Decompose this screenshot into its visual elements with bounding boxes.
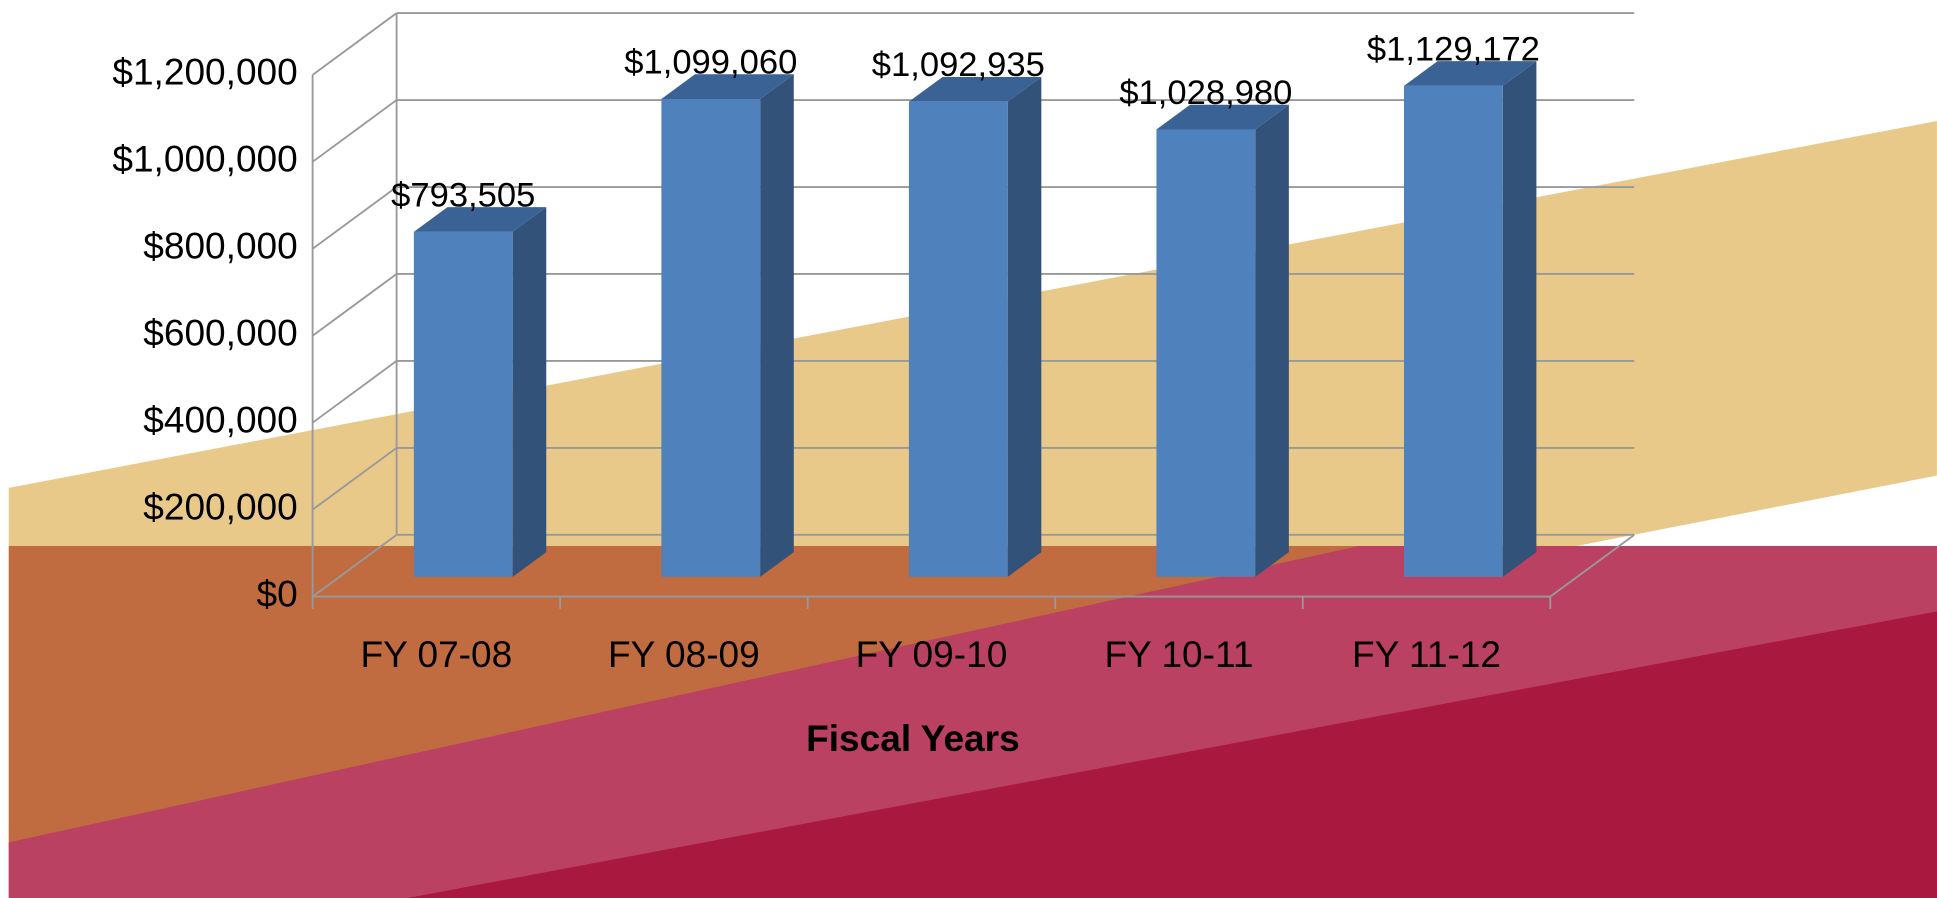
x-tick-label: FY 10-11 xyxy=(1104,633,1253,675)
y-tick-label: $0 xyxy=(257,572,298,614)
y-tick-label: $1,000,000 xyxy=(112,138,297,180)
y-tick-label: $400,000 xyxy=(143,398,298,440)
x-axis-title: Fiscal Years xyxy=(806,717,1020,759)
y-tick-label: $600,000 xyxy=(143,312,298,354)
side-grid-line xyxy=(312,186,398,250)
floor-right-edge xyxy=(1549,534,1635,598)
x-tick-label: FY 11-12 xyxy=(1352,633,1501,675)
bar-side xyxy=(512,207,547,577)
y-tick-label: $200,000 xyxy=(143,485,298,527)
bar xyxy=(1156,129,1256,577)
bar-side xyxy=(1255,104,1289,577)
bar xyxy=(413,231,513,577)
value-label: $1,129,172 xyxy=(1367,30,1540,68)
side-grid-line xyxy=(312,534,398,598)
value-label: $1,099,060 xyxy=(624,44,797,82)
side-grid-line xyxy=(312,12,398,76)
side-grid-line xyxy=(312,99,398,163)
value-label: $1,028,980 xyxy=(1119,74,1292,112)
bar xyxy=(661,98,761,577)
x-tick-label: FY 09-10 xyxy=(856,633,1008,675)
value-label: $1,092,935 xyxy=(872,46,1045,84)
side-grid-line xyxy=(312,447,398,511)
bar-top xyxy=(661,74,794,99)
value-label: $793,505 xyxy=(391,176,535,214)
y-tick-label: $1,200,000 xyxy=(112,51,297,93)
crimson-band xyxy=(407,611,1937,898)
y-tick-label: $800,000 xyxy=(143,225,298,267)
bar-top xyxy=(413,207,547,232)
bar-side xyxy=(1007,76,1042,577)
bar-side xyxy=(1502,61,1537,577)
side-grid-line xyxy=(312,273,398,337)
bar-top xyxy=(908,76,1042,102)
bar-top xyxy=(1156,104,1289,130)
bar-top xyxy=(1403,61,1537,86)
bar xyxy=(908,101,1008,577)
x-tick-label: FY 07-08 xyxy=(361,633,513,675)
bar xyxy=(1403,85,1503,577)
x-tick-label: FY 08-09 xyxy=(608,633,760,675)
bar-side xyxy=(760,74,794,577)
side-grid-line xyxy=(312,360,398,424)
